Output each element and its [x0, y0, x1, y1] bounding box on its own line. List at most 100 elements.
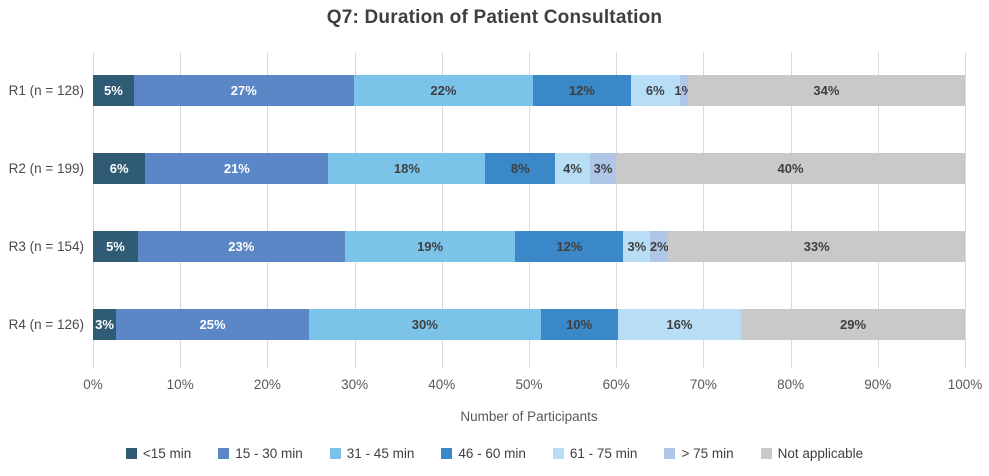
- bar-segment: 12%: [533, 75, 631, 106]
- segment-value-label: 19%: [417, 239, 444, 254]
- gridline: [267, 52, 269, 368]
- bar-segment: 23%: [137, 231, 345, 262]
- category-label: R1 (n = 128): [8, 83, 84, 98]
- bar-segment: 19%: [344, 231, 516, 262]
- bar-segment: 1%: [674, 75, 693, 106]
- segment-value-label: 8%: [510, 161, 530, 176]
- segment-value-label: 30%: [411, 317, 438, 332]
- segment-value-label: 4%: [563, 161, 582, 176]
- legend-item: 31 - 45 min: [329, 446, 415, 461]
- category-label: R3 (n = 154): [8, 239, 84, 254]
- bar-segment: 12%: [515, 231, 624, 262]
- bar-segment: 6%: [630, 75, 680, 106]
- plot-area: 5% 27% 22% 12% 6% 1% 34% 6% 21% 18% 8% 4% 3% 40% 5% 23%…: [93, 52, 966, 368]
- legend-item: Not applicable: [760, 446, 864, 461]
- segment-value-label: 3%: [95, 317, 114, 332]
- segment-value-label: 27%: [230, 83, 257, 98]
- legend-item: 46 - 60 min: [441, 446, 526, 461]
- bar-segment: 5%: [93, 231, 138, 262]
- gridline: [354, 52, 356, 368]
- bar-segment: 10%: [540, 309, 618, 340]
- bar-segment: 40%: [616, 153, 965, 184]
- x-tick-label: 70%: [689, 377, 717, 392]
- bar-segment: 4%: [555, 153, 590, 184]
- segment-value-label: 6%: [645, 83, 665, 98]
- gridline: [703, 52, 705, 368]
- segment-value-label: 21%: [223, 161, 250, 176]
- x-tick-label: 100%: [947, 377, 983, 392]
- segment-value-label: 25%: [199, 317, 226, 332]
- legend-label: <15 min: [142, 446, 192, 461]
- x-tick-label: 20%: [253, 377, 281, 392]
- bar-segment: 16%: [617, 309, 742, 340]
- legend-swatch: [760, 448, 772, 459]
- legend-swatch: [441, 448, 453, 459]
- segment-value-label: 18%: [393, 161, 420, 176]
- legend-swatch: [664, 448, 676, 459]
- legend-label: 46 - 60 min: [458, 446, 526, 461]
- x-tick-label: 10%: [166, 377, 194, 392]
- legend-label: 31 - 45 min: [346, 446, 415, 461]
- x-tick-label: 30%: [341, 377, 369, 392]
- legend-swatch: [125, 448, 137, 459]
- x-tick-label: 80%: [777, 377, 805, 392]
- legend-item: 61 - 75 min: [552, 446, 638, 461]
- gridline: [180, 52, 182, 368]
- segment-value-label: 3%: [593, 161, 613, 176]
- bar-segment: 34%: [687, 75, 965, 106]
- bar-row: 5% 27% 22% 12% 6% 1% 34%: [93, 75, 965, 106]
- bar-row: 5% 23% 19% 12% 3% 2% 33%: [93, 231, 965, 262]
- bar-segment: 5%: [93, 75, 134, 106]
- legend-swatch: [552, 448, 564, 459]
- legend: <15 min 15 - 30 min 31 - 45 min 46 - 60 min…: [0, 446, 989, 461]
- segment-value-label: 22%: [430, 83, 457, 98]
- segment-value-label: 23%: [228, 239, 255, 254]
- segment-value-label: 3%: [627, 239, 647, 254]
- segment-value-label: 33%: [803, 239, 830, 254]
- segment-value-label: 5%: [106, 239, 125, 254]
- segment-value-label: 12%: [556, 239, 583, 254]
- segment-value-label: 2%: [649, 239, 669, 254]
- bar-segment: 18%: [328, 153, 486, 184]
- bar-segment: 33%: [668, 231, 965, 262]
- chart-title: Q7: Duration of Patient Consultation: [326, 7, 663, 28]
- bar-segment: 6%: [93, 153, 146, 184]
- x-tick-label: 60%: [602, 377, 630, 392]
- gridline: [965, 52, 966, 368]
- gridline: [790, 52, 792, 368]
- bar-segment: 3%: [93, 309, 117, 340]
- gridline: [93, 52, 94, 368]
- category-label: R4 (n = 126): [8, 317, 84, 332]
- legend-swatch: [329, 448, 341, 459]
- gridline: [877, 52, 879, 368]
- bar-segment: 3%: [623, 231, 651, 262]
- gridline: [441, 52, 443, 368]
- x-axis-ticks: 0% 10% 20% 30% 40% 50% 60% 70% 80% 90% 100%: [83, 377, 982, 395]
- segment-value-label: 34%: [813, 83, 840, 98]
- legend-label: > 75 min: [681, 446, 734, 461]
- segment-value-label: 10%: [566, 317, 593, 332]
- bar-segment: 29%: [741, 309, 965, 340]
- segment-value-label: 5%: [103, 83, 123, 98]
- bar-segment: 30%: [309, 309, 541, 340]
- x-tick-label: 50%: [515, 377, 543, 392]
- segment-value-label: 6%: [109, 161, 129, 176]
- gridline: [529, 52, 530, 368]
- bar-row: 3% 25% 30% 10% 16% 29%: [93, 309, 965, 340]
- x-axis-title: Number of Participants: [460, 409, 598, 424]
- x-tick-label: 0%: [83, 377, 103, 392]
- legend-item: 15 - 30 min: [218, 446, 303, 461]
- legend-label: 61 - 75 min: [569, 446, 638, 461]
- gridline: [616, 52, 618, 368]
- segment-value-label: 12%: [568, 83, 595, 98]
- bar-segment: 3%: [590, 153, 617, 184]
- legend-label: Not applicable: [777, 446, 864, 461]
- x-tick-label: 40%: [428, 377, 456, 392]
- bar-segment: 8%: [485, 153, 556, 184]
- legend-label: 15 - 30 min: [235, 446, 303, 461]
- segment-value-label: 29%: [840, 317, 867, 332]
- legend-item: <15 min: [125, 446, 192, 461]
- segment-value-label: 40%: [777, 161, 804, 176]
- bar-segment: 25%: [116, 309, 310, 340]
